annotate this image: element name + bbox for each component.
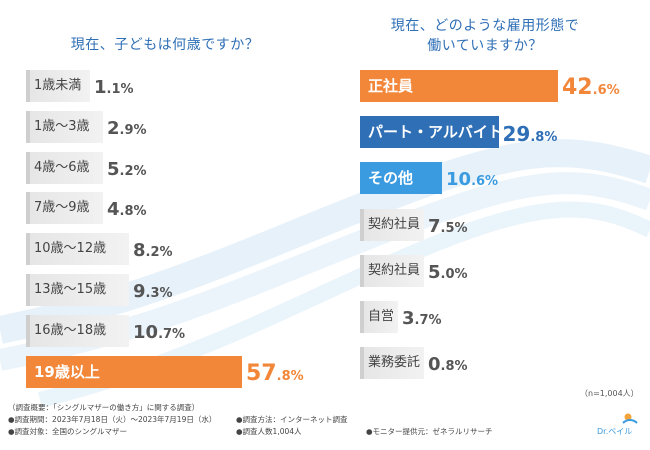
bar-value-0-6: 10.7% <box>133 321 186 343</box>
bar-label-1-0: 正社員 <box>368 77 414 95</box>
bar-label-1-4: 契約社員 <box>368 262 421 278</box>
survey-overview: （調査概要：「シングルマザーの働き方」に関する調査） <box>8 403 200 412</box>
bar-label-0-1: 1歳〜3歳 <box>34 118 90 134</box>
bar-value-0-2: 5.2% <box>107 158 147 180</box>
survey-count: ●調査人数1,004人 <box>236 427 302 436</box>
bar-1-4 <box>360 254 424 287</box>
bar-value-1-3: 7.5% <box>428 215 468 237</box>
bar-value-1-4: 5.0% <box>428 261 468 283</box>
survey-method: ●調査方法：インターネット調査 <box>236 415 348 424</box>
survey-target: ●調査対象：全国のシングルマザー <box>8 427 128 436</box>
logo-text: Dr.ベイル <box>597 427 632 436</box>
bar-value-0-1: 2.9% <box>107 117 147 139</box>
bar-value-1-2: 10.6% <box>446 169 499 191</box>
bar-0-7 <box>26 355 242 388</box>
survey-provider: ●モニター提供元：ゼネラルリサーチ <box>366 427 493 436</box>
survey-footer: （調査概要：「シングルマザーの働き方」に関する調査） ●調査期間：2023年7月… <box>8 402 568 438</box>
bar-label-0-0: 1歳未満 <box>34 78 82 93</box>
bar-0-1 <box>26 110 103 143</box>
bar-1-0 <box>360 70 558 102</box>
bar-value-1-0: 42.6% <box>562 75 620 100</box>
bar-1-6 <box>360 347 424 380</box>
bar-value-0-3: 4.8% <box>107 199 147 221</box>
bar-0-2 <box>26 151 103 184</box>
bar-label-0-4: 10歳〜12歳 <box>34 241 107 257</box>
bar-label-0-7: 19歳以上 <box>34 362 100 381</box>
bar-label-1-1: パート・アルバイト <box>368 123 503 142</box>
bar-1-1 <box>360 116 499 149</box>
bar-label-0-5: 13歳〜15歳 <box>34 282 107 297</box>
bar-1-5 <box>360 301 398 333</box>
right-chart-title: 現在、どのような雇用形態で 働いていますか？ <box>390 18 580 54</box>
bar-label-0-6: 16歳〜18歳 <box>34 322 107 338</box>
bar-0-0 <box>26 70 90 102</box>
bar-0-4 <box>26 233 129 266</box>
bar-value-0-0: 1.1% <box>94 77 134 98</box>
bar-label-1-2: その他 <box>368 169 414 188</box>
bar-1-2 <box>360 162 442 195</box>
bar-0-3 <box>26 192 103 225</box>
bar-0-5 <box>26 274 129 306</box>
bar-value-1-5: 3.7% <box>402 308 442 329</box>
bar-label-1-5: 自営 <box>368 309 395 324</box>
sample-size-note: （n=1,004人） <box>580 389 639 398</box>
bar-value-0-7: 57.8% <box>246 360 304 386</box>
bar-value-0-5: 9.3% <box>133 281 173 302</box>
bar-1-3 <box>360 208 424 241</box>
bar-value-1-1: 29.8% <box>502 122 558 147</box>
dr-vail-logo: Dr.ベイル <box>597 413 638 436</box>
bar-label-1-6: 業務委託 <box>368 355 421 371</box>
survey-period: ●調査期間：2023年7月18日（火）〜2023年7月19日（水） <box>8 415 217 424</box>
bar-value-1-6: 0.8% <box>428 354 468 376</box>
bar-label-0-3: 7歳〜9歳 <box>34 200 90 216</box>
bar-0-6 <box>26 314 129 347</box>
bar-label-1-3: 契約社員 <box>368 216 421 232</box>
bar-value-0-4: 8.2% <box>133 240 173 262</box>
bar-label-0-2: 4歳〜6歳 <box>34 159 90 175</box>
left-chart-title: 現在、子どもは何歳ですか？ <box>70 37 260 53</box>
